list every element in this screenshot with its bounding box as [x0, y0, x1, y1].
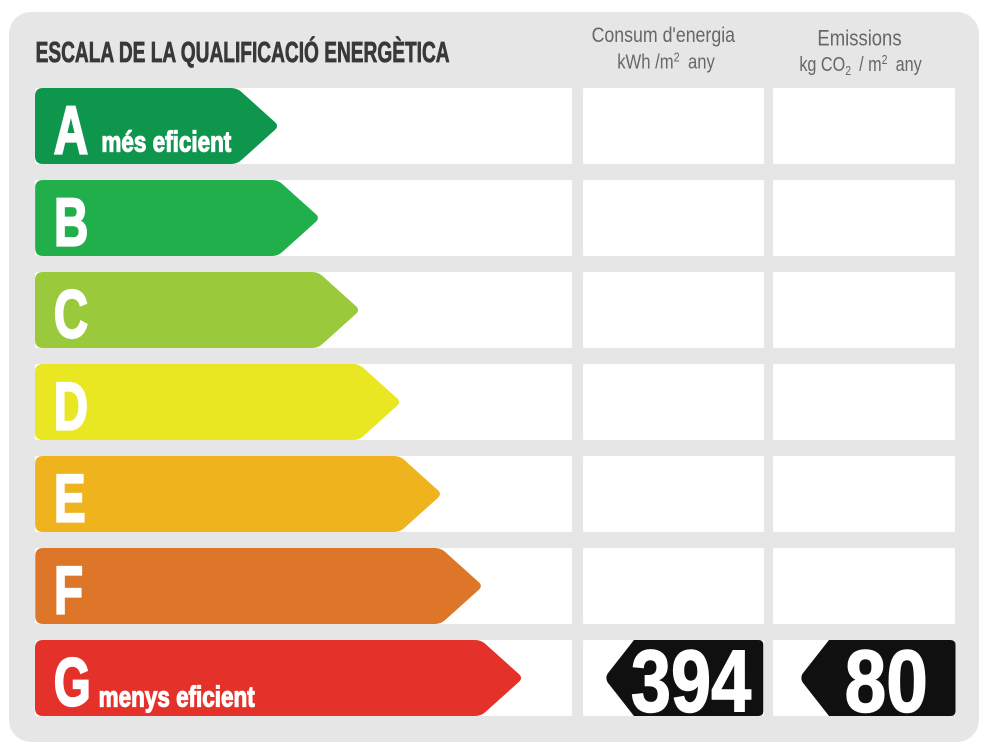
svg-text:394: 394: [631, 633, 752, 731]
svg-text:D: D: [54, 369, 88, 444]
svg-text:C: C: [54, 277, 88, 352]
svg-text:Consum d'energia: Consum d'energia: [592, 23, 736, 47]
svg-text:menys eficient: menys eficient: [99, 682, 255, 713]
svg-text:E: E: [54, 461, 86, 536]
svg-text:kg CO2 / m2 any: kg CO2 / m2 any: [799, 52, 922, 78]
svg-text:G: G: [54, 645, 91, 720]
svg-text:Emissions: Emissions: [817, 27, 901, 51]
svg-text:F: F: [54, 553, 83, 628]
svg-text:més eficient: més eficient: [101, 127, 231, 158]
svg-text:80: 80: [844, 633, 927, 731]
svg-text:kWh /m2 any: kWh /m2 any: [617, 49, 715, 72]
svg-text:A: A: [54, 93, 88, 168]
svg-text:B: B: [54, 185, 88, 260]
svg-text:ESCALA DE LA QUALIFICACIÓ ENER: ESCALA DE LA QUALIFICACIÓ ENERGÈTICA: [36, 36, 450, 69]
